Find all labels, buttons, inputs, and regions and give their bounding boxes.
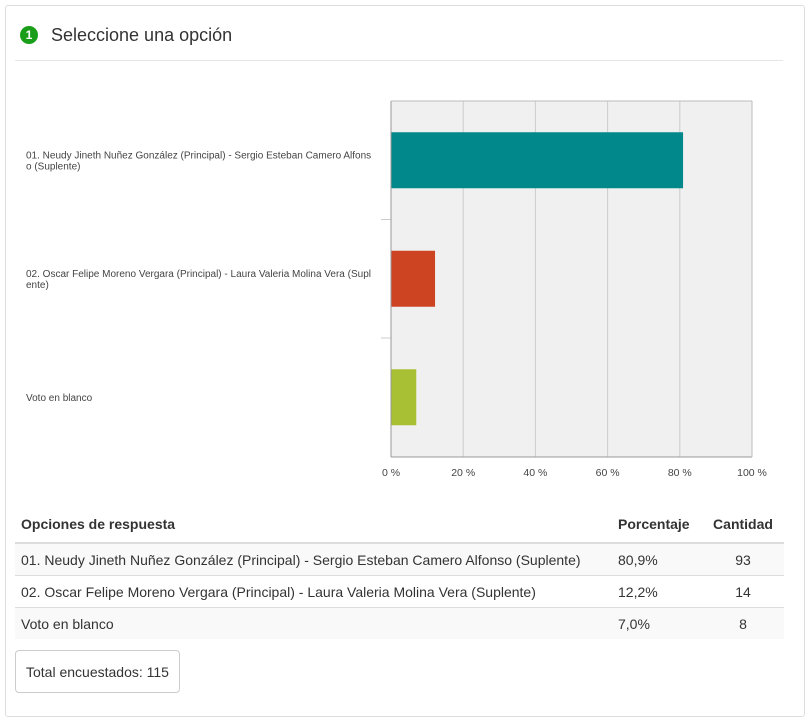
row-count: 8 bbox=[702, 607, 784, 639]
x-tick-label: 0 % bbox=[382, 467, 400, 479]
question-header: 1 Seleccione una opción bbox=[20, 20, 232, 50]
total-label: Total encuestados: 115 bbox=[26, 663, 169, 680]
question-number-badge: 1 bbox=[20, 26, 38, 44]
header-count: Cantidad bbox=[702, 506, 784, 544]
row-option: 01. Neudy Jineth Nuñez González (Princip… bbox=[15, 542, 612, 576]
row-percent: 12,2% bbox=[612, 575, 702, 608]
x-tick-label: 100 % bbox=[737, 467, 767, 479]
header-divider bbox=[15, 60, 783, 61]
category-label: 01. Neudy Jineth Nuñez González (Princip… bbox=[26, 150, 371, 172]
header-percent: Porcentaje bbox=[612, 506, 702, 544]
category-label: Voto en blanco bbox=[26, 393, 93, 404]
bar-chart: 0 % 20 % 40 % 60 % 80 % 100 % 01. Neudy Jineth… bbox=[26, 100, 767, 479]
row-count: 14 bbox=[702, 575, 784, 608]
row-percent: 80,9% bbox=[612, 542, 702, 576]
x-tick-label: 60 % bbox=[596, 467, 620, 479]
row-option: 02. Oscar Felipe Moreno Vergara (Princip… bbox=[15, 575, 612, 608]
bar bbox=[391, 132, 684, 189]
x-tick-label: 40 % bbox=[523, 467, 547, 479]
header-option: Opciones de respuesta bbox=[15, 506, 612, 544]
row-option: Voto en blanco bbox=[15, 607, 612, 639]
x-tick-label: 80 % bbox=[668, 467, 692, 479]
category-label: 02. Oscar Felipe Moreno Vergara (Princip… bbox=[26, 269, 371, 291]
row-count: 93 bbox=[702, 542, 784, 576]
x-tick-label: 20 % bbox=[451, 467, 475, 479]
results-table-header: Opciones de respuesta Porcentaje Cantida… bbox=[15, 506, 784, 544]
table-row: 01. Neudy Jineth Nuñez González (Princip… bbox=[15, 542, 784, 576]
table-row: Voto en blanco 7,0% 8 bbox=[15, 607, 784, 639]
row-percent: 7,0% bbox=[612, 607, 702, 639]
total-respondents: Total encuestados: 115 bbox=[15, 650, 180, 693]
results-table: Opciones de respuesta Porcentaje Cantida… bbox=[15, 506, 784, 639]
bar bbox=[391, 369, 417, 426]
table-row: 02. Oscar Felipe Moreno Vergara (Princip… bbox=[15, 575, 784, 608]
question-title: Seleccione una opción bbox=[51, 24, 233, 45]
bar bbox=[391, 250, 436, 307]
